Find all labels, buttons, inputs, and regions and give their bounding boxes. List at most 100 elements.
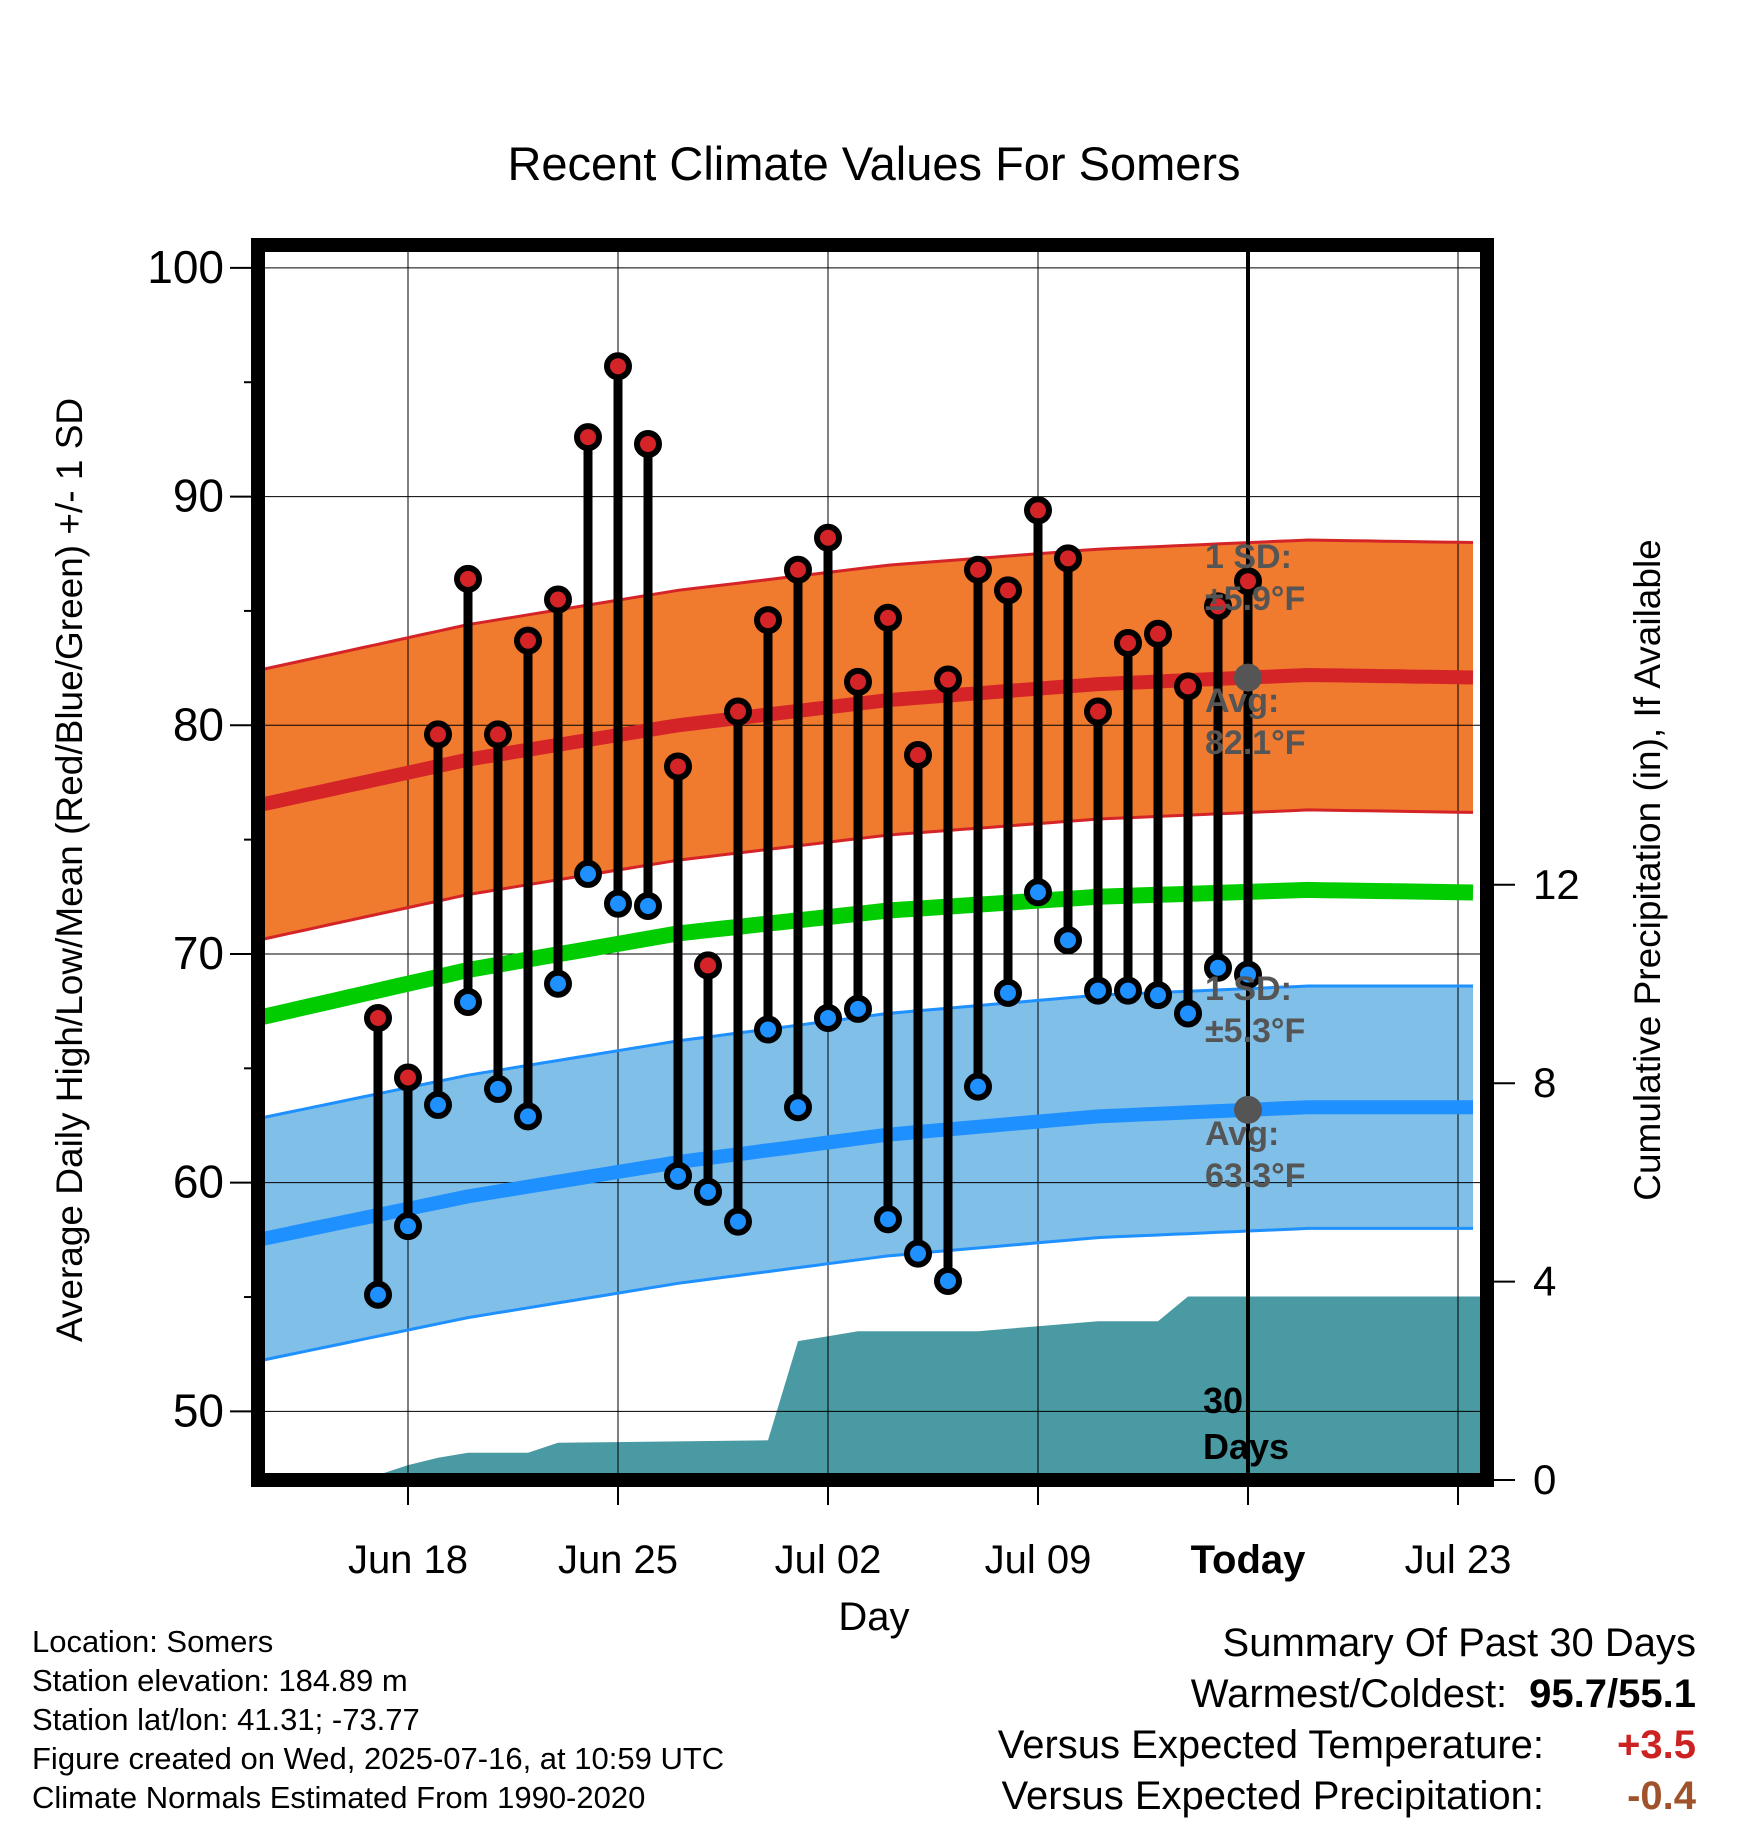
today-low-average-marker: [1234, 1095, 1262, 1124]
high-average-line: [258, 667, 1474, 813]
daily-low-point: [694, 1177, 722, 1206]
low-sd-lower: [258, 1226, 1473, 1363]
daily-high-point: [724, 697, 752, 726]
x-tick-label: Jul 09: [985, 1538, 1092, 1582]
chart-title: Recent Climate Values For Somers: [507, 137, 1240, 190]
x-axis-label: Day: [838, 1595, 909, 1639]
high-sd-upper: [258, 538, 1474, 672]
daily-low-point: [424, 1090, 452, 1119]
high-sd-lower: [258, 808, 1474, 942]
daily-low-point: [754, 1015, 782, 1044]
daily-low-point: [1084, 976, 1112, 1005]
daily-high-point: [964, 555, 992, 584]
high-sd-annotation: ±5.9°F: [1205, 580, 1305, 618]
daily-high-point: [484, 720, 512, 749]
y2-tick-label: 12: [1533, 861, 1580, 908]
y-tick-label: 90: [173, 470, 224, 522]
daily-low-point: [544, 969, 572, 998]
daily-high-point: [514, 626, 542, 655]
precipitation-departure-label: Versus Expected Precipitation:: [1001, 1774, 1544, 1818]
high-average-annotation: 82.1°F: [1205, 724, 1306, 762]
daily-high-point: [604, 352, 632, 381]
daily-low-point: [1234, 960, 1262, 989]
low-average-line: [258, 1100, 1473, 1247]
daily-high-point: [544, 585, 572, 614]
low-average-annotation: Avg:: [1205, 1115, 1279, 1153]
daily-high-point: [454, 564, 482, 593]
plot-frame: [251, 238, 1494, 1487]
high-sd-annotation: 1 SD:: [1205, 538, 1292, 576]
daily-high-point: [874, 603, 902, 632]
daily-high-point: [394, 1063, 422, 1092]
daily-low-point: [1024, 878, 1052, 907]
y2-axis-label: Cumulative Precipitation (in), If Availa…: [1627, 539, 1668, 1201]
daily-high-point: [934, 665, 962, 694]
x-tick-label: Jul 02: [775, 1538, 882, 1582]
latlon-text: Station lat/lon: 41.31; -73.77: [32, 1702, 420, 1737]
precipitation-departure-row: Versus Expected Precipitation: -0.4: [998, 1771, 1696, 1822]
daily-low-point: [514, 1102, 542, 1131]
daily-low-point: [874, 1205, 902, 1234]
daily-low-point: [604, 889, 632, 918]
daily-high-point: [784, 555, 812, 584]
daily-low-point: [364, 1280, 392, 1309]
daily-low-point: [964, 1072, 992, 1101]
daily-low-point: [1204, 953, 1232, 982]
daily-low-point: [1114, 976, 1142, 1005]
daily-high-point: [424, 720, 452, 749]
daily-low-point: [454, 988, 482, 1017]
daily-high-point: [1204, 592, 1232, 621]
x-tick-label: Jun 25: [558, 1538, 678, 1582]
warmest-coldest-row: Warmest/Coldest: 95.7/55.1: [998, 1669, 1696, 1720]
daily-high-point: [1114, 628, 1142, 657]
daily-high-point: [844, 667, 872, 696]
daily-high-point: [1174, 672, 1202, 701]
y2-tick-label: 4: [1533, 1258, 1556, 1305]
low-sd-annotation: ±5.3°F: [1205, 1012, 1305, 1050]
daily-high-point: [1084, 697, 1112, 726]
daily-low-point: [484, 1074, 512, 1103]
daily-high-point: [1144, 619, 1172, 648]
daily-high-point: [574, 423, 602, 452]
low-sd-band: [258, 986, 1473, 1362]
precipitation-area: [258, 1296, 1487, 1480]
daily-high-point: [634, 429, 662, 458]
elevation-text: Station elevation: 184.89 m: [32, 1663, 408, 1698]
daily-high-point: [1024, 496, 1052, 525]
low-average-annotation: 63.3°F: [1205, 1157, 1306, 1195]
daily-low-point: [1174, 999, 1202, 1028]
normals-text: Climate Normals Estimated From 1990-2020: [32, 1780, 646, 1815]
daily-high-point: [664, 752, 692, 781]
temperature-departure-value: +3.5: [1617, 1723, 1696, 1767]
daily-high-point: [694, 951, 722, 980]
daily-low-point: [844, 994, 872, 1023]
daily-high-point: [814, 523, 842, 552]
x-tick-label: Today: [1191, 1538, 1307, 1582]
warmest-coldest-label: Warmest/Coldest:: [1190, 1672, 1508, 1716]
mean-average-line: [258, 881, 1474, 1026]
y-tick-label: 100: [147, 241, 224, 293]
daily-high-point: [754, 606, 782, 635]
daily-low-point: [784, 1093, 812, 1122]
x-tick-label: Jun 18: [348, 1538, 468, 1582]
precipitation-departure-value: -0.4: [1627, 1774, 1696, 1818]
today-high-average-marker: [1234, 663, 1262, 692]
daily-low-point: [574, 859, 602, 888]
temperature-departure-row: Versus Expected Temperature: +3.5: [998, 1720, 1696, 1771]
daily-low-point: [634, 891, 662, 920]
summary-panel: Summary Of Past 30 Days Warmest/Coldest:…: [998, 1618, 1696, 1822]
daily-low-point: [994, 978, 1022, 1007]
daily-low-point: [904, 1239, 932, 1268]
daily-high-point: [994, 576, 1022, 605]
y-axis-label: Average Daily High/Low/Mean (Red/Blue/Gr…: [49, 398, 90, 1342]
summary-title: Summary Of Past 30 Days: [1222, 1621, 1696, 1665]
daily-low-point: [814, 1004, 842, 1033]
daily-low-point: [934, 1267, 962, 1296]
daily-high-point: [1234, 567, 1262, 596]
warmest-coldest-value: 95.7/55.1: [1529, 1672, 1696, 1716]
daily-low-point: [1144, 981, 1172, 1010]
daily-high-point: [904, 741, 932, 770]
x-tick-label: Jul 23: [1405, 1538, 1512, 1582]
daily-high-point: [1054, 544, 1082, 573]
